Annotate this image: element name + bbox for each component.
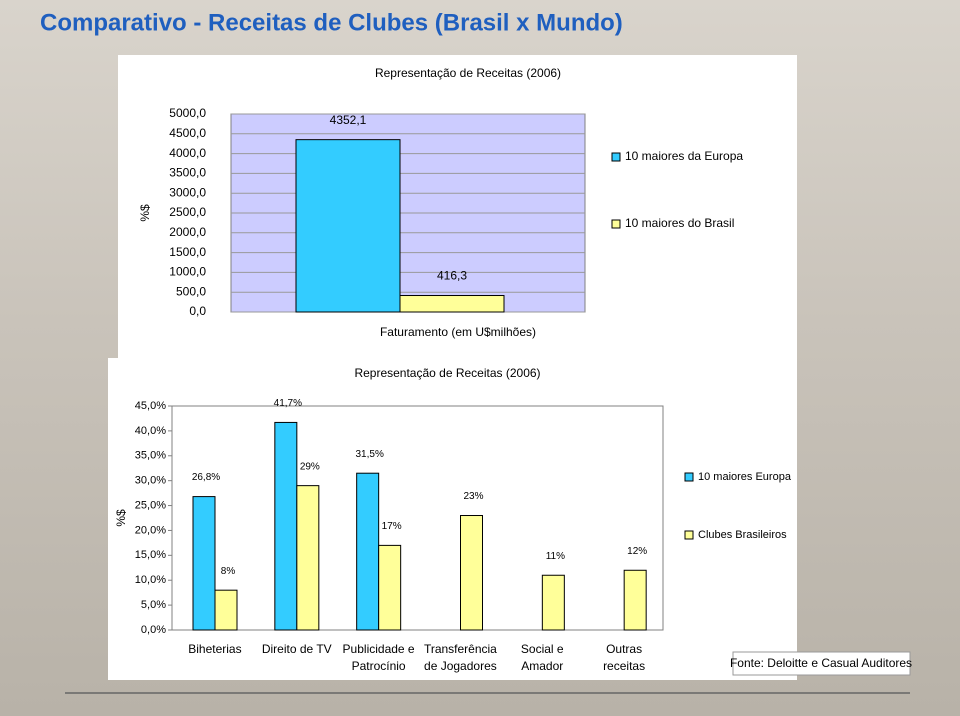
y-tick-label: 20,0%: [135, 524, 166, 536]
bar: [214, 589, 238, 631]
legend-swatch: [611, 152, 621, 162]
x-tick-label: Publicidade e Patrocínio: [342, 642, 415, 673]
chart-title: Representação de Receitas (2006): [375, 66, 561, 80]
legend-label: 10 maiores da Europa: [625, 149, 743, 163]
y-tick-label: 3500,0: [169, 166, 206, 180]
plot-area: [171, 405, 664, 631]
y-tick-label: 4000,0: [169, 146, 206, 160]
y-tick-label: 4500,0: [169, 126, 206, 140]
data-label: 8%: [221, 566, 236, 577]
data-label: 26,8%: [192, 472, 220, 483]
legend-label: Clubes Brasileiros: [698, 529, 787, 541]
bar: [623, 569, 647, 631]
y-tick-label: 45,0%: [135, 400, 166, 412]
data-label: 17%: [382, 521, 402, 532]
y-tick-label: 35,0%: [135, 450, 166, 462]
data-label: 4352,1: [330, 113, 367, 127]
y-tick-label: 15,0%: [135, 549, 166, 561]
source: Fonte: Deloitte e Casual Auditores: [730, 656, 912, 670]
y-tick-label: 500,0: [176, 284, 206, 298]
y-tick-label: 1500,0: [169, 245, 206, 259]
data-label: 12%: [627, 546, 647, 557]
legend-label: 10 maiores Europa: [698, 471, 792, 483]
y-tick-label: 40,0%: [135, 425, 166, 437]
x-tick-label: Social e Amador: [520, 642, 564, 673]
y-tick-label: 25,0%: [135, 499, 166, 511]
data-label: 31,5%: [355, 449, 383, 460]
legend-swatch: [684, 530, 694, 540]
legend-swatch: [684, 472, 694, 482]
x-axis-label: Faturamento (em U$milhões): [380, 325, 536, 339]
bar: [296, 485, 320, 631]
y-tick-label: 1000,0: [169, 265, 206, 279]
y-tick-label: 5000,0: [169, 106, 206, 120]
legend-label: 10 maiores do Brasil: [625, 216, 734, 230]
source-box: [732, 651, 911, 676]
chart-title: Representação de Receitas (2006): [354, 366, 540, 380]
y-tick-label: 0,0%: [141, 624, 166, 636]
bar: [192, 496, 216, 631]
x-tick-label: Transferência de Jogadores: [423, 642, 497, 673]
data-label: 23%: [463, 491, 483, 502]
bar: [460, 515, 483, 631]
y-tick-label: 0,0: [189, 304, 206, 318]
data-label: 11%: [546, 551, 565, 562]
bar: [399, 295, 505, 313]
y-tick-label: 2500,0: [169, 205, 206, 219]
y-axis-label: %$: [138, 204, 152, 222]
y-tick-label: 3000,0: [169, 185, 206, 199]
y-tick-label: 10,0%: [135, 574, 166, 586]
data-label: 416,3: [437, 269, 467, 283]
bar: [378, 544, 402, 631]
bar: [541, 574, 565, 631]
slide-title: Comparativo - Receitas de Clubes (Brasil…: [40, 9, 623, 36]
data-label: 29%: [300, 461, 320, 472]
bar: [295, 139, 401, 313]
bar: [274, 421, 298, 631]
data-label: 41,7%: [274, 398, 302, 409]
y-axis-label: %$: [114, 509, 128, 527]
y-tick-label: 2000,0: [169, 225, 206, 239]
x-tick-label: Biheterias: [188, 642, 242, 656]
x-tick-label: Direito de TV: [261, 642, 332, 656]
y-tick-label: 30,0%: [135, 475, 166, 487]
y-tick-label: 5,0%: [141, 599, 166, 611]
legend-swatch: [611, 219, 621, 229]
x-tick-label: Outras receitas: [603, 642, 646, 673]
bar: [356, 472, 380, 631]
